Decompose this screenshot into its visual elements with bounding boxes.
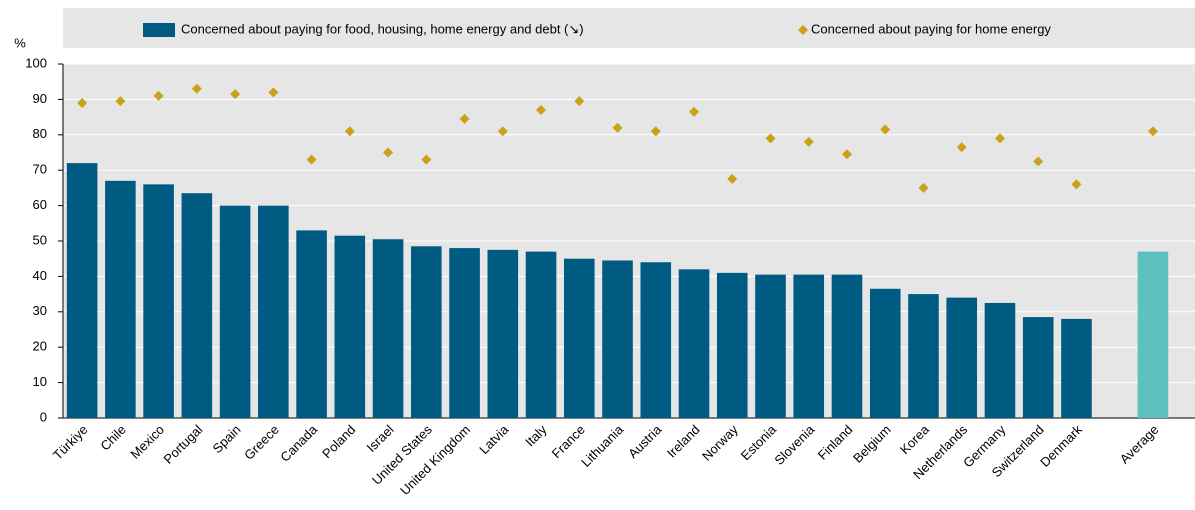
x-tick-label: Spain: [210, 422, 244, 456]
bar: [219, 205, 251, 418]
diamond-marker: [268, 87, 279, 98]
diamond-marker: [689, 106, 700, 117]
diamond-marker: [497, 126, 508, 137]
diamond-marker: [459, 113, 470, 124]
y-tick-label: 20: [33, 339, 47, 354]
y-tick-label: 60: [33, 197, 47, 212]
x-tick-label: Türkiye: [50, 422, 91, 463]
diamond-marker: [1071, 179, 1082, 190]
x-tick-label: Italy: [522, 422, 550, 450]
legend-swatch: [798, 25, 808, 35]
y-tick-label: 40: [33, 268, 47, 283]
diamond-marker: [1147, 126, 1158, 137]
diamond-marker: [383, 147, 394, 158]
x-tick-label: Korea: [897, 421, 933, 457]
bar: [1061, 318, 1092, 418]
x-tick-label: Portugal: [161, 422, 206, 467]
diamond-marker: [727, 174, 738, 185]
bar: [105, 180, 136, 418]
x-tick-label: Belgium: [850, 422, 894, 466]
bar: [946, 297, 978, 418]
bar: [66, 163, 98, 418]
bar: [602, 260, 633, 418]
diamond-marker: [880, 124, 891, 135]
x-tick-label: Chile: [97, 422, 129, 454]
bar: [296, 230, 327, 418]
y-tick-label: 80: [33, 126, 47, 141]
diamond-marker: [841, 149, 852, 160]
diamond-marker: [115, 96, 126, 107]
y-tick-label: 30: [33, 303, 47, 318]
x-tick-label: Denmark: [1037, 422, 1085, 470]
x-tick-label: Finland: [815, 422, 856, 463]
x-tick-label: Average: [1117, 422, 1162, 467]
x-tick-label: Austria: [625, 421, 665, 461]
y-tick-label: 90: [33, 91, 47, 106]
diamond-marker: [956, 142, 967, 153]
bar: [563, 258, 595, 418]
bar: [1022, 317, 1054, 418]
x-tick-label: Latvia: [476, 421, 512, 457]
y-axis-label: %: [14, 35, 26, 50]
bar: [831, 274, 863, 418]
bar: [258, 205, 289, 418]
legend-label: Concerned about paying for food, housing…: [181, 21, 584, 36]
diamond-marker: [803, 136, 814, 147]
x-tick-label: United Kingdom: [397, 422, 473, 498]
diamond-marker: [230, 89, 241, 100]
bar: [869, 288, 901, 418]
y-tick-label: 70: [33, 162, 47, 177]
bar: [372, 239, 404, 418]
diamond-marker: [191, 83, 202, 94]
diamond-marker: [994, 133, 1005, 144]
bar: [449, 248, 480, 418]
bar: [984, 302, 1016, 418]
x-tick-label: Slovenia: [771, 421, 817, 467]
legend-label: Concerned about paying for home energy: [811, 21, 1051, 36]
diamond-marker: [765, 133, 776, 144]
x-tick-label: Israel: [364, 422, 397, 455]
x-tick-label: Norway: [699, 422, 741, 464]
y-tick-label: 0: [40, 409, 47, 424]
y-tick-label: 50: [33, 232, 47, 247]
diamond-marker: [650, 126, 661, 137]
bar: [525, 251, 557, 418]
bar: [487, 249, 519, 418]
diamond-marker: [77, 97, 88, 108]
x-tick-label: Ireland: [664, 422, 703, 461]
x-tick-label: Canada: [277, 421, 320, 464]
bar: [716, 272, 748, 418]
y-tick-label: 100: [25, 55, 47, 70]
legend-background: [63, 8, 1195, 48]
legend-swatch: [143, 23, 175, 37]
bar: [678, 269, 710, 418]
diamond-marker: [918, 182, 929, 193]
x-tick-label: Poland: [319, 422, 358, 461]
x-tick-label: Greece: [241, 422, 282, 463]
diamond-marker: [421, 154, 432, 165]
bar: [143, 184, 174, 418]
bar: [640, 262, 672, 418]
diamond-marker: [306, 154, 317, 165]
diamond-marker: [574, 96, 585, 107]
bar: [181, 193, 213, 418]
bar: [755, 274, 786, 418]
diamond-marker: [1033, 156, 1044, 167]
bar: [793, 274, 825, 418]
bar: [908, 294, 939, 418]
diamond-marker: [344, 126, 355, 137]
y-tick-label: 10: [33, 374, 47, 389]
bar: [411, 246, 442, 418]
diamond-marker: [612, 122, 623, 133]
x-tick-label: Lithuania: [578, 421, 626, 469]
diamond-marker: [153, 90, 164, 101]
bar: [334, 235, 366, 418]
diamond-marker: [536, 105, 547, 116]
bar: [1137, 251, 1169, 418]
